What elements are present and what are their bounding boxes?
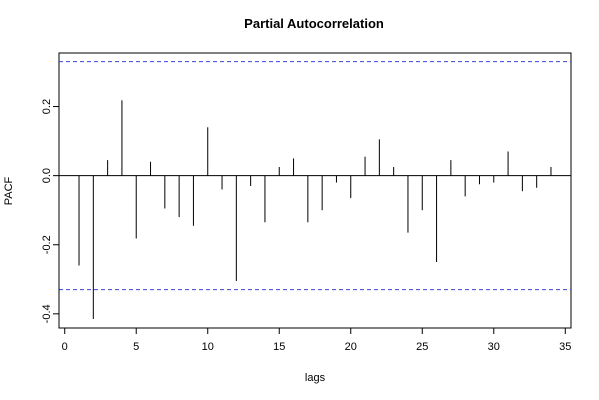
y-tick-label-0.2: 0.2 [41,99,53,114]
x-tick-label-25: 25 [416,341,428,353]
y-axis-label: PACF [3,176,15,205]
x-tick-label-10: 10 [202,341,214,353]
x-tick-label-35: 35 [559,341,571,353]
y-tick-label--0.4: -0.4 [41,304,53,323]
y-tick-label-0.0: 0.0 [41,168,53,183]
x-tick-label-20: 20 [345,341,357,353]
confidence-band [59,61,571,291]
x-tick-label-15: 15 [273,341,285,353]
x-tick-label-30: 30 [488,341,500,353]
x-tick-label-0: 0 [62,341,68,353]
x-tick-label-5: 5 [133,341,139,353]
pacf-bars [78,100,552,320]
x-axis: 0 5 10 15 20 25 30 35 [62,327,571,353]
y-axis: -0.4 -0.2 0.0 0.2 [41,99,60,323]
chart-title: Partial Autocorrelation [244,16,384,31]
x-axis-label: lags [305,372,326,384]
y-tick-label--0.2: -0.2 [41,235,53,254]
